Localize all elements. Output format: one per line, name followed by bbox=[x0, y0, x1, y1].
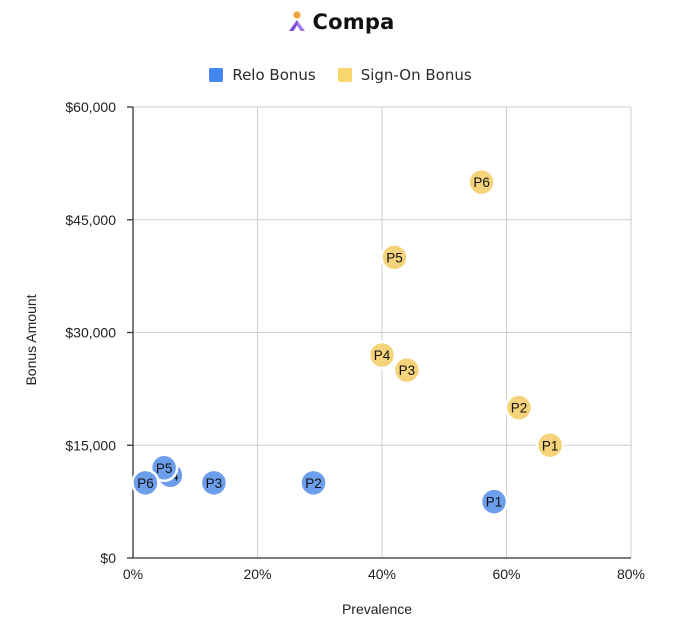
point-marker bbox=[479, 487, 509, 516]
point-marker bbox=[380, 243, 409, 272]
legend-swatch-relo bbox=[209, 68, 224, 82]
point-marker bbox=[199, 468, 229, 498]
point-marker bbox=[131, 468, 160, 498]
y-tick-label: $0 bbox=[100, 550, 116, 566]
x-tick-label: 20% bbox=[243, 566, 271, 582]
point-label: P5 bbox=[156, 461, 173, 476]
point-label: P1 bbox=[486, 495, 503, 510]
point-label: P6 bbox=[473, 175, 490, 190]
legend-item-signon[interactable]: Sign-On Bonus bbox=[337, 66, 472, 84]
point-relo-p2[interactable]: P2 bbox=[299, 468, 328, 498]
point-marker bbox=[299, 468, 328, 498]
point-signon-p2[interactable]: P2 bbox=[504, 393, 534, 422]
point-label: P2 bbox=[305, 476, 322, 491]
point-signon-p5[interactable]: P5 bbox=[380, 243, 409, 272]
grid-layer bbox=[133, 106, 632, 558]
point-marker bbox=[504, 393, 534, 422]
x-tick-label: 0% bbox=[123, 566, 143, 582]
point-relo-p3[interactable]: P3 bbox=[199, 468, 229, 498]
point-label: P6 bbox=[137, 476, 154, 491]
point-label: P3 bbox=[399, 363, 416, 378]
y-axis-title: Bonus Amount bbox=[23, 294, 39, 385]
legend-label-relo: Relo Bonus bbox=[232, 66, 316, 84]
point-relo-p6[interactable]: P6 bbox=[131, 468, 160, 498]
y-tick-label: $60,000 bbox=[65, 99, 116, 115]
point-label: P1 bbox=[542, 438, 559, 453]
tick-labels: 0% 20% 40% 60% 80% $0 $15,000 $30,000 $45,000 $60… bbox=[65, 99, 645, 582]
data-points: P1P2P3P4P5P6P1P2P3P4P5P6 bbox=[131, 167, 565, 516]
compa-logo-icon bbox=[288, 11, 305, 31]
point-signon-p1[interactable]: P1 bbox=[535, 431, 565, 460]
point-marker bbox=[467, 167, 496, 197]
legend-item-relo[interactable]: Relo Bonus bbox=[209, 66, 316, 84]
point-marker bbox=[392, 355, 422, 385]
point-signon-p6[interactable]: P6 bbox=[467, 167, 496, 197]
point-label: P4 bbox=[374, 348, 391, 363]
point-marker bbox=[367, 340, 397, 370]
point-relo-p5[interactable]: P5 bbox=[149, 453, 179, 483]
x-tick-label: 60% bbox=[492, 566, 520, 582]
point-label: P5 bbox=[386, 250, 403, 265]
point-label: P3 bbox=[206, 476, 223, 491]
point-marker bbox=[149, 453, 179, 483]
y-tick-label: $30,000 bbox=[65, 325, 116, 341]
legend-label-signon: Sign-On Bonus bbox=[360, 66, 472, 84]
point-label: P2 bbox=[511, 401, 528, 416]
y-tick-label: $45,000 bbox=[65, 212, 116, 228]
legend-swatch-signon bbox=[337, 68, 352, 82]
point-signon-p4[interactable]: P4 bbox=[367, 340, 397, 370]
y-tick-label: $15,000 bbox=[65, 437, 116, 453]
chart-legend: Relo Bonus Sign-On Bonus bbox=[0, 66, 681, 84]
point-signon-p3[interactable]: P3 bbox=[392, 355, 422, 385]
x-tick-label: 40% bbox=[368, 566, 396, 582]
brand-name: Compa bbox=[312, 10, 395, 34]
point-marker bbox=[535, 431, 565, 460]
point-relo-p1[interactable]: P1 bbox=[479, 487, 509, 516]
brand-header: Compa bbox=[0, 10, 681, 34]
x-axis-title: Prevalence bbox=[342, 601, 412, 617]
x-tick-label: 80% bbox=[617, 566, 645, 582]
